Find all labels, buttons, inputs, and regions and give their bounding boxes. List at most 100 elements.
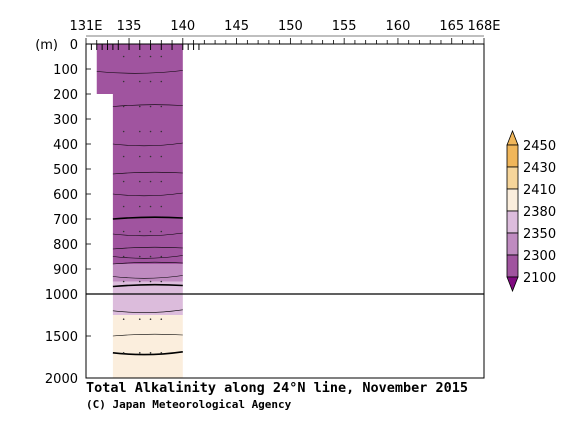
- sample-point: [138, 230, 141, 233]
- section-cell: [96, 44, 183, 94]
- legend-swatch: [506, 254, 519, 278]
- contour-line: [112, 261, 183, 265]
- legend-swatch: [506, 232, 519, 256]
- sample-point: [149, 130, 152, 133]
- legend-level-label: 2350: [523, 227, 556, 242]
- contour-line: [112, 192, 183, 197]
- y-tick-label: 0: [70, 38, 78, 53]
- y-tick-label: 1000: [45, 288, 78, 303]
- y-tick-label: 500: [53, 163, 78, 178]
- sample-point: [138, 155, 141, 158]
- sample-point: [160, 80, 163, 83]
- sample-point: [138, 130, 141, 133]
- legend-level-label: 2410: [523, 183, 556, 198]
- sample-point: [149, 230, 152, 233]
- legend-swatch: [506, 210, 519, 234]
- sample-point: [160, 130, 163, 133]
- sample-point: [149, 55, 152, 58]
- sample-point: [122, 180, 125, 183]
- legend-level-label: 2380: [523, 205, 556, 220]
- contour-line: [96, 70, 183, 74]
- y-unit-label: (m): [35, 38, 58, 53]
- sample-point: [138, 80, 141, 83]
- sample-point: [138, 55, 141, 58]
- bold-contour-line: [112, 351, 183, 356]
- x-tick-label: 168E: [467, 19, 500, 34]
- section-cell: [112, 281, 183, 294]
- sample-point: [122, 155, 125, 158]
- sample-point: [160, 105, 163, 108]
- sample-point: [122, 205, 125, 208]
- contour-line: [112, 246, 183, 250]
- contour-line: [112, 142, 183, 147]
- y-tick-label: 700: [53, 213, 78, 228]
- section-cell: [112, 264, 183, 282]
- legend-level-label: 2430: [523, 161, 556, 176]
- sample-point: [149, 352, 152, 354]
- sample-point: [122, 230, 125, 233]
- y-tick-label: 1500: [45, 330, 78, 345]
- sample-point: [138, 280, 141, 283]
- sample-point: [149, 205, 152, 208]
- sample-point: [160, 230, 163, 233]
- section-cell: [112, 219, 183, 264]
- sample-point: [122, 55, 125, 58]
- sample-point: [122, 105, 125, 108]
- sample-point: [160, 318, 163, 321]
- bold-contour-line: [112, 216, 183, 220]
- legend-cap-top: [506, 129, 519, 146]
- sample-point: [149, 255, 152, 258]
- plot-frame: [85, 43, 485, 379]
- sample-point: [122, 255, 125, 258]
- sample-point: [160, 55, 163, 58]
- contour-line: [112, 275, 183, 279]
- sample-point: [160, 155, 163, 158]
- sample-point: [149, 105, 152, 108]
- x-tick-label: 140: [170, 19, 195, 34]
- sample-point: [122, 318, 125, 321]
- sample-point: [160, 180, 163, 183]
- contour-line: [112, 104, 183, 107]
- legend-level-label: 2450: [523, 139, 556, 154]
- chart-title: Total Alkalinity along 24°N line, Novemb…: [86, 380, 469, 396]
- sample-point: [160, 352, 163, 354]
- y-tick-label: 900: [53, 263, 78, 278]
- x-tick-label: 145: [224, 19, 249, 34]
- legend-swatch: [506, 166, 519, 190]
- sample-point: [122, 80, 125, 83]
- sample-point: [138, 255, 141, 258]
- sample-point: [138, 105, 141, 108]
- x-tick-label: 160: [386, 19, 411, 34]
- sample-point: [160, 255, 163, 258]
- legend-swatch: [506, 144, 519, 168]
- sample-point: [149, 155, 152, 158]
- sample-point: [149, 80, 152, 83]
- sample-point: [149, 318, 152, 321]
- credit-text: (C) Japan Meteorological Agency: [86, 398, 292, 411]
- sample-point: [160, 205, 163, 208]
- plot-area: 131E 135 140 145 150 155 160 165 168E 0 100 200 300 4…: [35, 19, 500, 387]
- sample-point: [149, 280, 152, 283]
- section-cell: [112, 294, 183, 315]
- y-tick-label: 2000: [45, 372, 78, 387]
- contour-line: [112, 255, 183, 259]
- sample-point: [149, 180, 152, 183]
- sample-point: [122, 280, 125, 283]
- bold-contour-line: [112, 283, 183, 288]
- y-tick-label: 600: [53, 188, 78, 203]
- contour-line: [112, 171, 183, 175]
- section-cell: [112, 315, 183, 378]
- x-tick-label: 155: [332, 19, 357, 34]
- sample-point: [160, 280, 163, 283]
- x-tick-label: 165: [439, 19, 464, 34]
- y-tick-label: 200: [53, 88, 78, 103]
- sample-point: [122, 130, 125, 133]
- color-legend: 2450 2430 2410 2380 2350 2300 2100: [506, 129, 556, 293]
- y-tick-label: 400: [53, 138, 78, 153]
- y-tick-label: 100: [53, 63, 78, 78]
- legend-cap-bottom: [506, 276, 519, 293]
- legend-swatch: [506, 188, 519, 212]
- legend-level-label: 2100: [523, 271, 556, 286]
- legend-level-label: 2300: [523, 249, 556, 264]
- sample-point: [138, 205, 141, 208]
